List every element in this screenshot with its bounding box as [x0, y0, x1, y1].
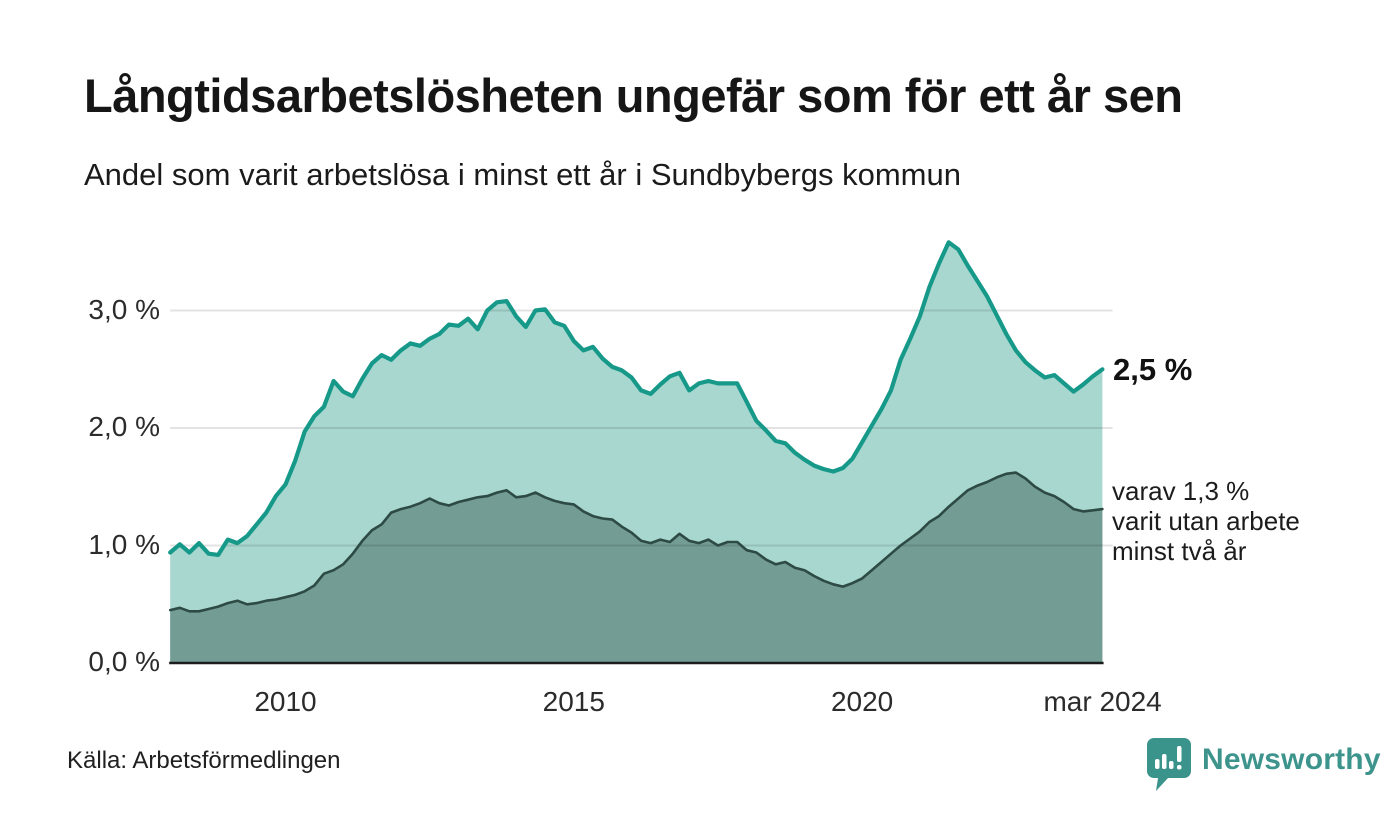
exclamation-dot: [1177, 765, 1182, 770]
secondary-annotation-line: varav 1,3 %: [1112, 476, 1250, 506]
page-subtitle: Andel som varit arbetslösa i minst ett å…: [84, 157, 961, 192]
y-tick-label: 1,0 %: [88, 528, 160, 560]
end-value-label: 2,5 %: [1113, 352, 1193, 387]
x-tick-label: mar 2024: [1043, 686, 1162, 717]
source-note: Källa: Arbetsförmedlingen: [67, 747, 341, 774]
secondary-annotation-line: minst två år: [1112, 536, 1247, 566]
y-tick-label: 3,0 %: [88, 293, 160, 325]
newsworthy-wordmark: Newsworthy: [1202, 743, 1381, 776]
x-tick-label: 2010: [254, 686, 317, 717]
newsworthy-logo-icon: [1147, 738, 1191, 791]
total-line: [168, 240, 1105, 558]
bar-chart-bar: [1155, 759, 1160, 769]
exclamation-stem: [1177, 746, 1182, 762]
bar-chart-bar: [1162, 754, 1167, 769]
two-year-line: [168, 471, 1104, 613]
bar-chart-bar: [1169, 761, 1174, 769]
newsworthy-logo: Newsworthy: [1146, 737, 1381, 793]
y-tick-label: 0,0 %: [88, 646, 160, 677]
x-tick-label: 2015: [542, 686, 605, 717]
secondary-annotation-line: varit utan arbete: [1112, 506, 1300, 536]
two-year-area-fill: [170, 472, 1103, 663]
secondary-annotation: varav 1,3 % varit utan arbete minst två år: [1112, 476, 1300, 566]
y-tick-label: 2,0 %: [88, 411, 160, 442]
x-tick-label: 2020: [830, 686, 894, 717]
page-title: Långtidsarbetslösheten ungefär som för e…: [84, 69, 1183, 122]
